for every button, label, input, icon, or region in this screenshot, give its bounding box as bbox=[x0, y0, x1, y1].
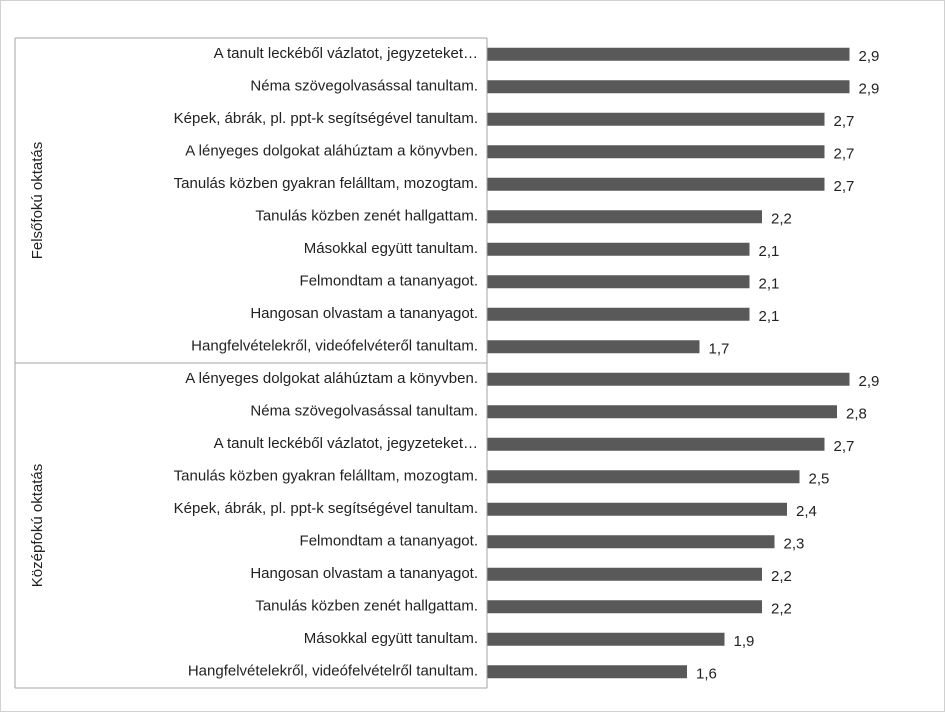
value-label: 2,2 bbox=[771, 568, 792, 585]
value-label: 2,4 bbox=[796, 503, 817, 520]
category-label: Felmondtam a tananyagot. bbox=[300, 533, 478, 550]
bar bbox=[487, 242, 750, 256]
value-label: 1,6 bbox=[696, 666, 717, 683]
category-label: Tanulás közben gyakran felálltam, mozogt… bbox=[174, 468, 478, 485]
bar bbox=[487, 437, 825, 451]
bar bbox=[487, 567, 762, 581]
bar bbox=[487, 470, 800, 484]
category-label: Képek, ábrák, pl. ppt-k segítségével tan… bbox=[174, 500, 478, 517]
bar bbox=[487, 665, 687, 679]
value-label: 2,9 bbox=[859, 81, 880, 98]
value-label: 2,2 bbox=[771, 211, 792, 228]
bar bbox=[487, 600, 762, 614]
group-label: Középfokú oktatás bbox=[29, 464, 46, 587]
category-label: Képek, ábrák, pl. ppt-k segítségével tan… bbox=[174, 110, 478, 127]
category-label: Tanulás közben zenét hallgattam. bbox=[255, 208, 478, 225]
bar bbox=[487, 177, 825, 191]
value-label: 2,1 bbox=[759, 276, 780, 293]
category-label: Néma szövegolvasással tanultam. bbox=[250, 403, 478, 420]
bar bbox=[487, 372, 850, 386]
category-label: Felmondtam a tananyagot. bbox=[300, 273, 478, 290]
category-label: Tanulás közben gyakran felálltam, mozogt… bbox=[174, 175, 478, 192]
bar bbox=[487, 80, 850, 94]
value-label: 2,7 bbox=[834, 113, 855, 130]
category-label: Hangosan olvastam a tananyagot. bbox=[250, 305, 478, 322]
value-label: 1,9 bbox=[734, 633, 755, 650]
bar bbox=[487, 47, 850, 61]
value-label: 1,7 bbox=[709, 341, 730, 358]
bar bbox=[487, 112, 825, 126]
bar bbox=[487, 340, 700, 354]
bar bbox=[487, 275, 750, 289]
bar bbox=[487, 632, 725, 646]
bar bbox=[487, 210, 762, 224]
category-label: Másokkal együtt tanultam. bbox=[304, 240, 478, 257]
category-label: Hangosan olvastam a tananyagot. bbox=[250, 565, 478, 582]
category-label: A lényeges dolgokat aláhúztam a könyvben… bbox=[185, 143, 478, 160]
group-label: Felsőfokú oktatás bbox=[29, 142, 46, 260]
category-label: Hangfelvételekről, videófelvéteről tanul… bbox=[191, 338, 478, 355]
value-label: 2,2 bbox=[771, 601, 792, 618]
category-label: Tanulás közben zenét hallgattam. bbox=[255, 598, 478, 615]
bar bbox=[487, 502, 787, 516]
category-label: A tanult leckéből vázlatot, jegyzeteket… bbox=[214, 45, 478, 62]
category-label: A tanult leckéből vázlatot, jegyzeteket… bbox=[214, 435, 478, 452]
value-label: 2,3 bbox=[784, 536, 805, 553]
category-label: Hangfelvételekről, videófelvételről tanu… bbox=[188, 663, 478, 680]
value-label: 2,1 bbox=[759, 308, 780, 325]
value-label: 2,1 bbox=[759, 243, 780, 260]
value-label: 2,8 bbox=[846, 406, 867, 423]
bar bbox=[487, 535, 775, 549]
bar bbox=[487, 307, 750, 321]
bar bbox=[487, 405, 837, 419]
value-label: 2,7 bbox=[834, 438, 855, 455]
value-label: 2,9 bbox=[859, 373, 880, 390]
category-label: Néma szövegolvasással tanultam. bbox=[250, 78, 478, 95]
category-label: Másokkal együtt tanultam. bbox=[304, 630, 478, 647]
bar bbox=[487, 145, 825, 159]
category-label: A lényeges dolgokat aláhúztam a könyvben… bbox=[185, 370, 478, 387]
value-label: 2,5 bbox=[809, 471, 830, 488]
value-label: 2,7 bbox=[834, 146, 855, 163]
value-label: 2,9 bbox=[859, 48, 880, 65]
value-label: 2,7 bbox=[834, 178, 855, 195]
